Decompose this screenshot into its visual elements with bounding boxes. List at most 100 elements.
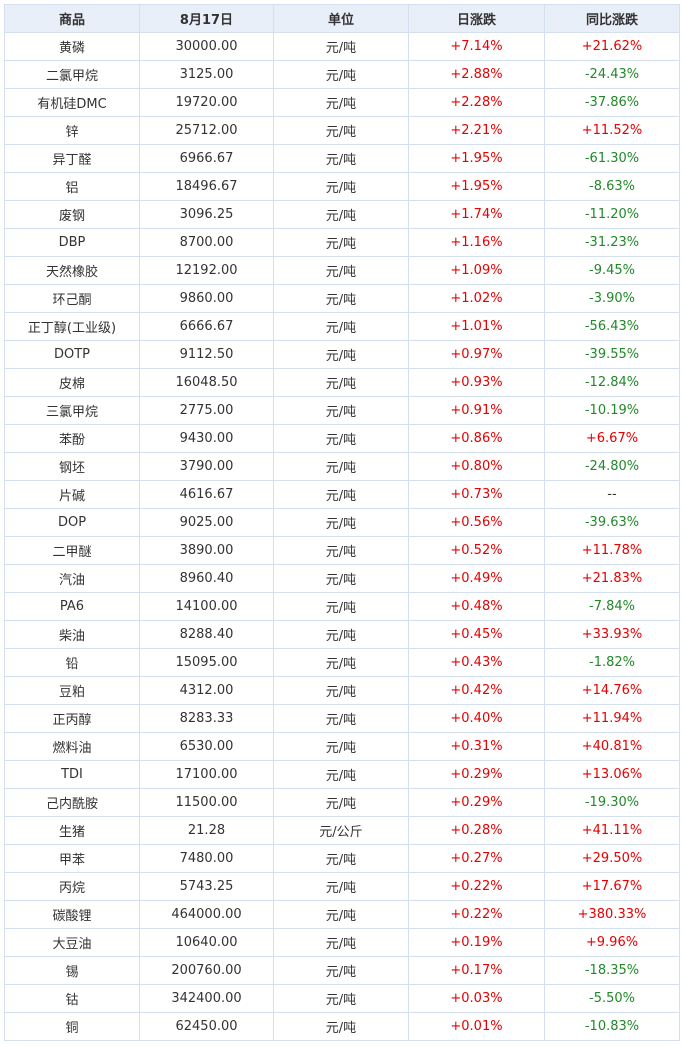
cell-price: 3790.00 [139,452,274,481]
cell-yoy-change: +13.06% [544,760,680,789]
header-yoy-change: 同比涨跌 [544,4,680,33]
cell-unit: 元/吨 [273,88,409,117]
cell-price: 6666.67 [139,312,274,341]
cell-commodity-name: 柴油 [4,620,140,649]
cell-commodity-name: 二氯甲烷 [4,60,140,89]
cell-unit: 元/吨 [273,676,409,705]
cell-yoy-change: +21.83% [544,564,680,593]
cell-price: 3096.25 [139,200,274,229]
cell-unit: 元/吨 [273,984,409,1013]
cell-daily-change: +0.03% [408,984,545,1013]
cell-price: 7480.00 [139,844,274,873]
cell-price: 8960.40 [139,564,274,593]
cell-price: 21.28 [139,816,274,845]
table-row: TDI 17100.00 元/吨 +0.29% +13.06% [4,760,680,789]
cell-daily-change: +0.48% [408,592,545,621]
cell-yoy-change: -8.63% [544,172,680,201]
table-row: 己内酰胺 11500.00 元/吨 +0.29% -19.30% [4,788,680,817]
cell-daily-change: +0.29% [408,760,545,789]
header-row: 商品 8月17日 单位 日涨跌 同比涨跌 [4,4,680,33]
cell-yoy-change: +11.52% [544,116,680,145]
cell-daily-change: +0.43% [408,648,545,677]
cell-yoy-change: +380.33% [544,900,680,929]
table-row: 汽油 8960.40 元/吨 +0.49% +21.83% [4,564,680,593]
cell-daily-change: +1.95% [408,144,545,173]
cell-yoy-change: +33.93% [544,620,680,649]
header-commodity: 商品 [4,4,140,33]
cell-unit: 元/吨 [273,648,409,677]
cell-daily-change: +2.28% [408,88,545,117]
table-row: DOP 9025.00 元/吨 +0.56% -39.63% [4,508,680,537]
cell-daily-change: +0.42% [408,676,545,705]
cell-unit: 元/吨 [273,788,409,817]
cell-yoy-change: -19.30% [544,788,680,817]
cell-daily-change: +0.97% [408,340,545,369]
table-row: 甲苯 7480.00 元/吨 +0.27% +29.50% [4,844,680,873]
cell-commodity-name: 铜 [4,1012,140,1041]
cell-price: 19720.00 [139,88,274,117]
cell-price: 30000.00 [139,32,274,61]
cell-price: 16048.50 [139,368,274,397]
cell-price: 10640.00 [139,928,274,957]
cell-yoy-change: +17.67% [544,872,680,901]
cell-daily-change: +1.74% [408,200,545,229]
cell-daily-change: +0.93% [408,368,545,397]
cell-unit: 元/公斤 [273,816,409,845]
cell-commodity-name: 正丁醇(工业级) [4,312,140,341]
cell-price: 464000.00 [139,900,274,929]
table-row: 环己酮 9860.00 元/吨 +1.02% -3.90% [4,284,680,313]
cell-unit: 元/吨 [273,144,409,173]
cell-price: 4616.67 [139,480,274,509]
table-row: 二氯甲烷 3125.00 元/吨 +2.88% -24.43% [4,60,680,89]
cell-price: 9860.00 [139,284,274,313]
cell-yoy-change: +6.67% [544,424,680,453]
cell-unit: 元/吨 [273,564,409,593]
cell-yoy-change: -- [544,480,680,509]
cell-unit: 元/吨 [273,340,409,369]
cell-daily-change: +0.52% [408,536,545,565]
header-date: 8月17日 [139,4,274,33]
cell-unit: 元/吨 [273,536,409,565]
cell-unit: 元/吨 [273,592,409,621]
cell-daily-change: +0.86% [408,424,545,453]
cell-daily-change: +0.73% [408,480,545,509]
cell-yoy-change: +41.11% [544,816,680,845]
cell-commodity-name: 二甲醚 [4,536,140,565]
cell-unit: 元/吨 [273,508,409,537]
cell-daily-change: +0.17% [408,956,545,985]
cell-unit: 元/吨 [273,732,409,761]
table-row: 锡 200760.00 元/吨 +0.17% -18.35% [4,956,680,985]
cell-commodity-name: 皮棉 [4,368,140,397]
cell-unit: 元/吨 [273,228,409,257]
table-row: 三氯甲烷 2775.00 元/吨 +0.91% -10.19% [4,396,680,425]
cell-yoy-change: -61.30% [544,144,680,173]
cell-price: 6530.00 [139,732,274,761]
header-unit: 单位 [273,4,409,33]
table-row: DBP 8700.00 元/吨 +1.16% -31.23% [4,228,680,257]
cell-price: 14100.00 [139,592,274,621]
cell-price: 18496.67 [139,172,274,201]
cell-unit: 元/吨 [273,956,409,985]
cell-unit: 元/吨 [273,32,409,61]
cell-price: 25712.00 [139,116,274,145]
cell-commodity-name: 钴 [4,984,140,1013]
cell-unit: 元/吨 [273,844,409,873]
cell-commodity-name: 碳酸锂 [4,900,140,929]
cell-commodity-name: PA6 [4,592,140,621]
table-row: 丙烷 5743.25 元/吨 +0.22% +17.67% [4,872,680,901]
cell-unit: 元/吨 [273,368,409,397]
table-row: 锌 25712.00 元/吨 +2.21% +11.52% [4,116,680,145]
cell-yoy-change: -31.23% [544,228,680,257]
cell-unit: 元/吨 [273,872,409,901]
cell-daily-change: +1.09% [408,256,545,285]
cell-price: 62450.00 [139,1012,274,1041]
cell-unit: 元/吨 [273,116,409,145]
table-row: 废钢 3096.25 元/吨 +1.74% -11.20% [4,200,680,229]
cell-daily-change: +0.31% [408,732,545,761]
cell-price: 2775.00 [139,396,274,425]
header-daily-change: 日涨跌 [408,4,545,33]
cell-yoy-change: +21.62% [544,32,680,61]
cell-yoy-change: +14.76% [544,676,680,705]
commodity-price-table: 商品 8月17日 单位 日涨跌 同比涨跌 黄磷 30000.00 元/吨 +7.14%… [4,4,680,1041]
cell-daily-change: +1.16% [408,228,545,257]
